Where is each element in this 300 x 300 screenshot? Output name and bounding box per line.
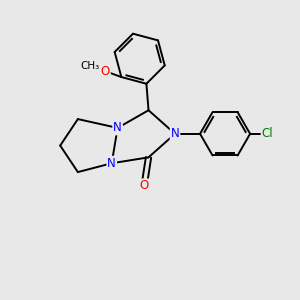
Text: N: N	[113, 122, 122, 134]
Text: N: N	[171, 127, 179, 140]
Text: O: O	[140, 179, 149, 192]
Text: CH₃: CH₃	[80, 61, 100, 71]
Text: O: O	[100, 65, 110, 78]
Text: Cl: Cl	[261, 127, 273, 140]
Text: N: N	[107, 157, 116, 170]
